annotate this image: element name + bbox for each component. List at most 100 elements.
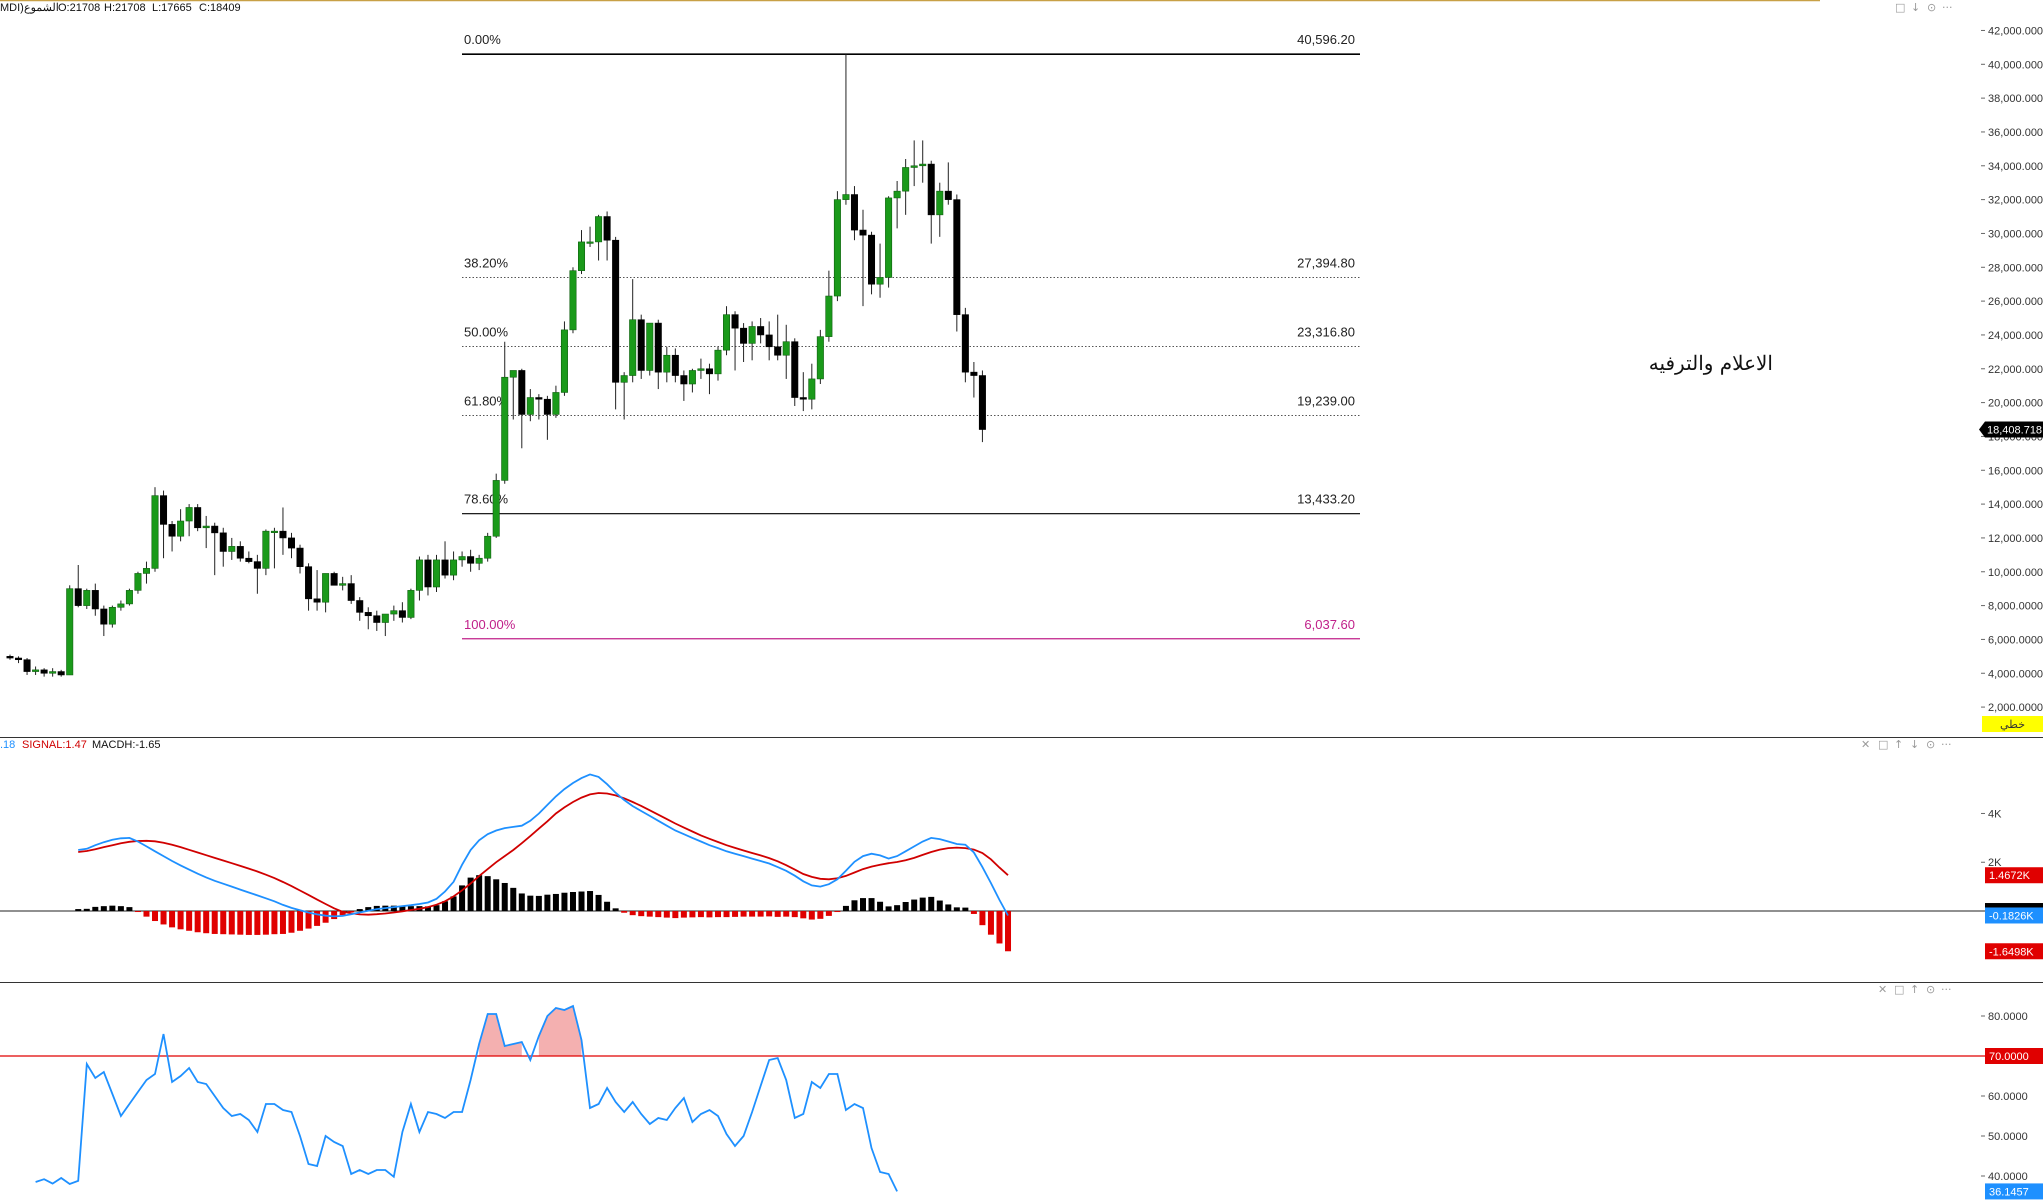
- candle: [970, 362, 978, 398]
- macd-hist-bar: [749, 911, 756, 917]
- candle: [697, 358, 705, 379]
- candle-body: [646, 322, 654, 371]
- macd-hist-bar: [152, 911, 159, 922]
- fibonacci-retracement[interactable]: 0.00% 40,596.20 38.20% 27,394.80 50.00% 23,31…: [462, 32, 1360, 640]
- candle-body: [791, 341, 799, 398]
- macd-hist-bar: [928, 896, 935, 912]
- candle-body: [885, 197, 893, 278]
- candle-body: [612, 239, 620, 383]
- maximize-icon[interactable]: □: [1895, 1, 1905, 14]
- candle: [552, 385, 560, 418]
- candle-body: [560, 329, 568, 393]
- candle: [142, 561, 150, 584]
- settings-icon[interactable]: ⊙: [1926, 983, 1935, 996]
- macd-hist-bar: [134, 911, 141, 913]
- candle: [944, 162, 952, 205]
- fib-level-percent: 100.00%: [464, 617, 516, 632]
- candle-body: [57, 671, 65, 676]
- macd-hist-bar: [902, 902, 909, 912]
- maximize-icon[interactable]: □: [1878, 738, 1888, 751]
- candle-body: [91, 590, 99, 610]
- candle: [415, 556, 423, 601]
- rsi-axis[interactable]: 80.0000 60.0000 50.0000 40.0000 70.0000 36.14…: [1981, 1011, 2043, 1200]
- settings-icon[interactable]: ⊙: [1927, 1, 1936, 14]
- close-icon[interactable]: ✕: [1861, 738, 1870, 751]
- macd-hist-bar: [723, 911, 730, 918]
- price-axis[interactable]: 42,000.0000 40,000.0000 38,000.0000 36,000.…: [1979, 25, 2043, 714]
- macd-hist-bar: [390, 905, 397, 912]
- candle: [978, 370, 986, 443]
- macd-hist-bar: [621, 911, 628, 913]
- macd-hist-bar: [663, 911, 670, 918]
- candle-body: [663, 354, 671, 373]
- candle: [731, 311, 739, 371]
- candle-body: [484, 535, 492, 559]
- macd-hist-bar: [987, 911, 994, 935]
- macd-hist-bar: [518, 893, 525, 912]
- candle: [910, 140, 918, 187]
- candle-body: [578, 241, 586, 271]
- more-icon[interactable]: ···: [1942, 1, 1953, 14]
- move-down-icon[interactable]: ↓: [1911, 1, 1920, 14]
- sector-annotation[interactable]: الاعلام والترفيه: [1649, 351, 1773, 375]
- candle-body: [970, 371, 978, 376]
- linear-scale-badge[interactable]: [1982, 716, 2043, 732]
- candle-body: [100, 608, 108, 625]
- candle: [637, 314, 645, 379]
- candle: [450, 551, 458, 581]
- macd-pane-controls: ✕ □ ↑ ↓ ⊙ ···: [1861, 738, 1952, 751]
- macd-hist-bar: [1005, 911, 1012, 952]
- candle: [117, 600, 125, 611]
- candle-body: [961, 314, 969, 373]
- candle: [680, 370, 688, 401]
- candle: [6, 654, 14, 660]
- maximize-icon[interactable]: □: [1894, 983, 1904, 996]
- candle-body: [117, 603, 125, 608]
- rsi-overbought-fill: [538, 1006, 582, 1056]
- candle-body: [569, 270, 577, 331]
- candle: [40, 668, 48, 677]
- macd-hist-bar: [587, 891, 594, 912]
- candle-body: [910, 165, 918, 168]
- candle: [850, 186, 858, 241]
- candle-body: [322, 573, 330, 603]
- candle: [49, 668, 57, 677]
- fib-level-price: 19,239.00: [1297, 393, 1355, 408]
- candle: [475, 554, 483, 571]
- macd-hist-bar: [527, 895, 534, 912]
- settings-icon[interactable]: ⊙: [1926, 738, 1935, 751]
- price-tick-label: 34,000.0000: [1988, 161, 2043, 173]
- candle: [833, 191, 841, 302]
- candle-body: [944, 190, 952, 200]
- macd-hist-bar: [126, 907, 133, 912]
- rsi-last-tag: [1985, 1183, 2043, 1200]
- macd-hist-bar: [851, 900, 858, 912]
- candle-body: [936, 190, 944, 216]
- candle-body: [305, 566, 313, 600]
- more-icon[interactable]: ···: [1941, 983, 1952, 996]
- macd-hist-bar: [604, 901, 611, 912]
- move-up-icon[interactable]: ↑: [1894, 738, 1903, 751]
- move-up-icon[interactable]: ↑: [1910, 983, 1919, 996]
- candle: [347, 575, 355, 604]
- candle: [927, 160, 935, 244]
- close-icon[interactable]: ✕: [1878, 983, 1887, 996]
- candle: [671, 348, 679, 383]
- candle-body: [407, 590, 415, 618]
- candle-body: [808, 378, 816, 400]
- candle: [219, 527, 227, 567]
- linear-scale-label: خطي: [2000, 719, 2025, 731]
- macd-hist-bar: [322, 911, 329, 923]
- macd-hist-bar: [501, 882, 508, 912]
- macd-hist-bar: [109, 905, 116, 912]
- more-icon[interactable]: ···: [1941, 738, 1952, 751]
- candle: [578, 230, 586, 275]
- rsi-indicator: [0, 1004, 1985, 1192]
- move-down-icon[interactable]: ↓: [1910, 738, 1919, 751]
- macd-hist-bar: [569, 892, 576, 912]
- price-tick-label: 14,000.0000: [1988, 499, 2043, 511]
- candle: [953, 194, 961, 332]
- candle: [398, 602, 406, 623]
